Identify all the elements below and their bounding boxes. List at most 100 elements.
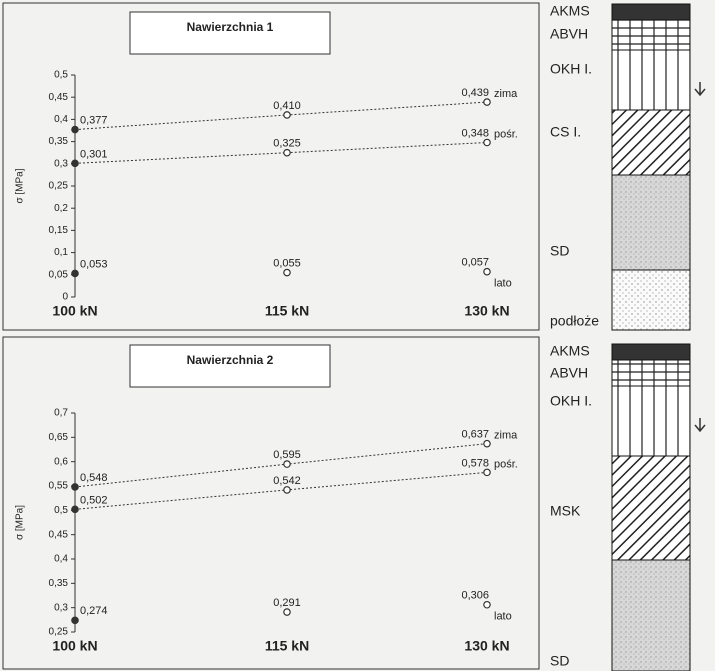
data-point — [484, 139, 490, 145]
data-point — [72, 126, 78, 132]
data-point — [484, 469, 490, 475]
data-point — [484, 268, 490, 274]
y-tick-label: 0,1 — [54, 247, 68, 258]
series-name: lato — [494, 611, 512, 623]
series-name: lato — [494, 278, 512, 290]
value-label: 0,057 — [461, 257, 489, 269]
series-name: pośr. — [494, 128, 518, 140]
y-tick-label: 0 — [62, 292, 68, 303]
y-tick-label: 0,05 — [49, 269, 69, 280]
y-tick-label: 0,25 — [49, 627, 69, 638]
data-point — [284, 609, 290, 615]
value-label: 0,301 — [80, 148, 108, 160]
data-point — [72, 506, 78, 512]
layer-label: CS I. — [550, 124, 581, 140]
data-point — [284, 150, 290, 156]
value-label: 0,274 — [80, 605, 108, 617]
value-label: 0,542 — [273, 475, 301, 487]
data-point — [284, 487, 290, 493]
layer-label: SD — [550, 243, 569, 259]
value-label: 0,055 — [273, 257, 301, 269]
layer — [612, 360, 690, 386]
y-tick-label: 0,6 — [54, 456, 68, 467]
page: Nawierzchnia 1 σ [MPa] 0 0,05 0,1 0,15 0,2 0,25… — [0, 0, 715, 671]
layer-label: MSK — [550, 503, 581, 519]
value-label: 0,410 — [273, 100, 301, 112]
layer — [612, 175, 690, 270]
y-tick-label: 0,3 — [54, 602, 68, 613]
layer — [612, 270, 690, 330]
chart: Nawierzchnia 1 σ [MPa] 0 0,05 0,1 0,15 0,2 0,25… — [3, 3, 539, 330]
data-point — [72, 270, 78, 276]
y-tick-label: 0,55 — [49, 481, 69, 492]
layer — [612, 110, 690, 175]
data-point — [484, 99, 490, 105]
value-label: 0,637 — [461, 429, 489, 441]
layer-label: SD — [550, 653, 569, 669]
value-label: 0,291 — [273, 597, 301, 609]
layer-label: OKH I. — [550, 393, 592, 409]
data-point — [284, 112, 290, 118]
x-tick-label: 100 kN — [52, 303, 97, 319]
x-tick-label: 130 kN — [464, 638, 509, 654]
series-name: pośr. — [494, 458, 518, 470]
chart: Nawierzchnia 2σ [MPa]0,250,30,350,40,450… — [3, 337, 539, 669]
arrow — [695, 82, 705, 95]
layer — [612, 20, 690, 50]
value-label: 0,439 — [461, 87, 489, 99]
layer-label: OKH I. — [550, 61, 592, 77]
layer-label: podłoże — [550, 313, 599, 329]
series-name: zima — [494, 430, 518, 442]
y-tick-label: 0,2 — [54, 203, 68, 214]
y-tick-label: 0,45 — [49, 529, 69, 540]
layer-label: ABVH — [550, 26, 588, 42]
layer — [612, 50, 690, 110]
x-tick-label: 115 kN — [265, 638, 309, 654]
data-point — [484, 440, 490, 446]
x-tick-label: 130 kN — [464, 303, 509, 319]
y-tick-label: 0,5 — [54, 505, 68, 516]
y-tick-label: 0,5 — [54, 70, 68, 81]
value-label: 0,306 — [461, 590, 489, 602]
value-label: 0,578 — [461, 457, 489, 469]
layer-diagram — [612, 4, 705, 671]
series-name: zima — [494, 88, 518, 100]
layer-labels: AKMS ABVH OKH I. CS I. SD podłoże AKMS ABVH OKH … — [550, 3, 599, 669]
layer-label: AKMS — [550, 3, 590, 19]
value-label: 0,595 — [273, 449, 301, 461]
chart-title: Nawierzchnia 2 — [187, 353, 274, 367]
value-label: 0,348 — [461, 127, 489, 139]
arrow — [695, 418, 705, 431]
layer-label: ABVH — [550, 365, 588, 381]
charts: Nawierzchnia 1 σ [MPa] 0 0,05 0,1 0,15 0,2 0,25… — [3, 3, 539, 669]
y-axis-label: σ [MPa] — [15, 168, 26, 203]
chart-title: Nawierzchnia 1 — [187, 20, 274, 34]
value-label: 0,325 — [273, 138, 301, 150]
data-point — [72, 160, 78, 166]
y-tick-label: 0,45 — [49, 92, 69, 103]
data-point — [72, 617, 78, 623]
data-point — [284, 269, 290, 275]
layer-label: AKMS — [550, 343, 590, 359]
layer — [612, 386, 690, 456]
value-label: 0,548 — [80, 472, 108, 484]
y-tick-label: 0,15 — [49, 225, 69, 236]
y-tick-label: 0,3 — [54, 158, 68, 169]
y-tick-label: 0,25 — [49, 181, 69, 192]
y-tick-label: 0,35 — [49, 136, 69, 147]
y-tick-label: 0,65 — [49, 432, 69, 443]
value-label: 0,377 — [80, 115, 108, 127]
y-tick-label: 0,7 — [54, 408, 68, 419]
value-label: 0,053 — [80, 258, 108, 270]
data-point — [484, 602, 490, 608]
value-label: 0,502 — [80, 494, 108, 506]
data-point — [284, 461, 290, 467]
data-point — [72, 484, 78, 490]
y-tick-label: 0,35 — [49, 578, 69, 589]
y-tick-label: 0,4 — [54, 114, 68, 125]
x-tick-label: 115 kN — [265, 303, 309, 319]
layer — [612, 4, 690, 20]
layer — [612, 560, 690, 671]
x-tick-label: 100 kN — [52, 638, 97, 654]
layer — [612, 456, 690, 560]
